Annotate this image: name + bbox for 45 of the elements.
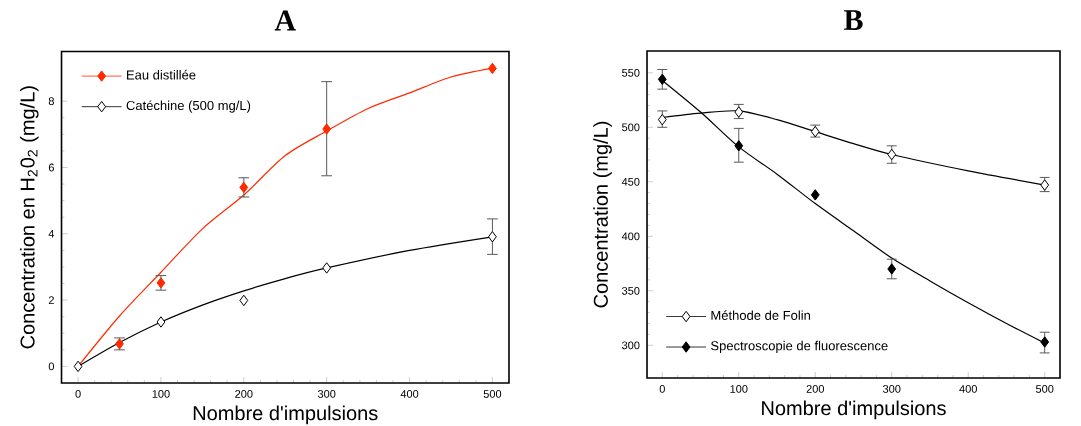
y-tick-label: 400 xyxy=(621,232,640,241)
point xyxy=(239,294,249,307)
legend-label: Méthode de Folin xyxy=(711,310,810,320)
x-axis-title: Nombre d'impulsions xyxy=(762,400,946,420)
x-tick-label: 0 xyxy=(659,385,665,393)
point xyxy=(810,189,820,201)
x-tick-label: 300 xyxy=(317,390,336,398)
x-tick-label: 400 xyxy=(400,390,419,398)
point xyxy=(156,316,166,328)
point xyxy=(239,181,249,194)
y-tick-label: 300 xyxy=(622,341,640,350)
point xyxy=(887,263,897,275)
point xyxy=(1040,336,1050,348)
y-tick-label: 500 xyxy=(622,123,640,132)
x-tick-label: 100 xyxy=(730,385,748,393)
chart-title: A xyxy=(274,10,296,31)
y-axis-title: Concentration en H$_{2}$0$_{2}$ (mg/L) xyxy=(19,86,39,349)
point xyxy=(322,123,332,135)
point xyxy=(73,360,83,373)
legend-label: Catéchine (500 mg/L) xyxy=(126,100,251,113)
legend-label: Eau distillée xyxy=(127,69,196,80)
y-tick-label: 2 xyxy=(48,296,54,304)
x-tick-label: 200 xyxy=(235,390,253,398)
x-tick-label: 0 xyxy=(75,390,81,398)
point xyxy=(734,140,744,152)
point xyxy=(657,73,667,86)
point xyxy=(488,231,497,243)
y-tick-label: 350 xyxy=(622,286,640,295)
chart-title: B xyxy=(844,10,863,30)
y-tick-label: 6 xyxy=(48,163,54,172)
y-tick-label: 450 xyxy=(621,177,640,186)
x-tick-label: 300 xyxy=(882,385,901,393)
y-tick-label: 550 xyxy=(622,68,640,77)
y-axis-title: Concentration (mg/L) xyxy=(593,121,612,308)
x-axis-title: Nombre d'impulsions xyxy=(193,405,378,425)
legend-label: Spectroscopie de fluorescence xyxy=(711,340,888,353)
x-tick-label: 100 xyxy=(152,390,170,398)
x-tick-label: 200 xyxy=(806,385,824,393)
y-tick-label: 0 xyxy=(48,362,54,371)
y-tick-label: 8 xyxy=(48,97,54,106)
y-tick-label: 4 xyxy=(48,230,55,238)
x-tick-label: 500 xyxy=(483,390,502,398)
x-tick-label: 400 xyxy=(959,385,977,393)
x-tick-label: 500 xyxy=(1035,385,1054,393)
point xyxy=(322,262,332,274)
